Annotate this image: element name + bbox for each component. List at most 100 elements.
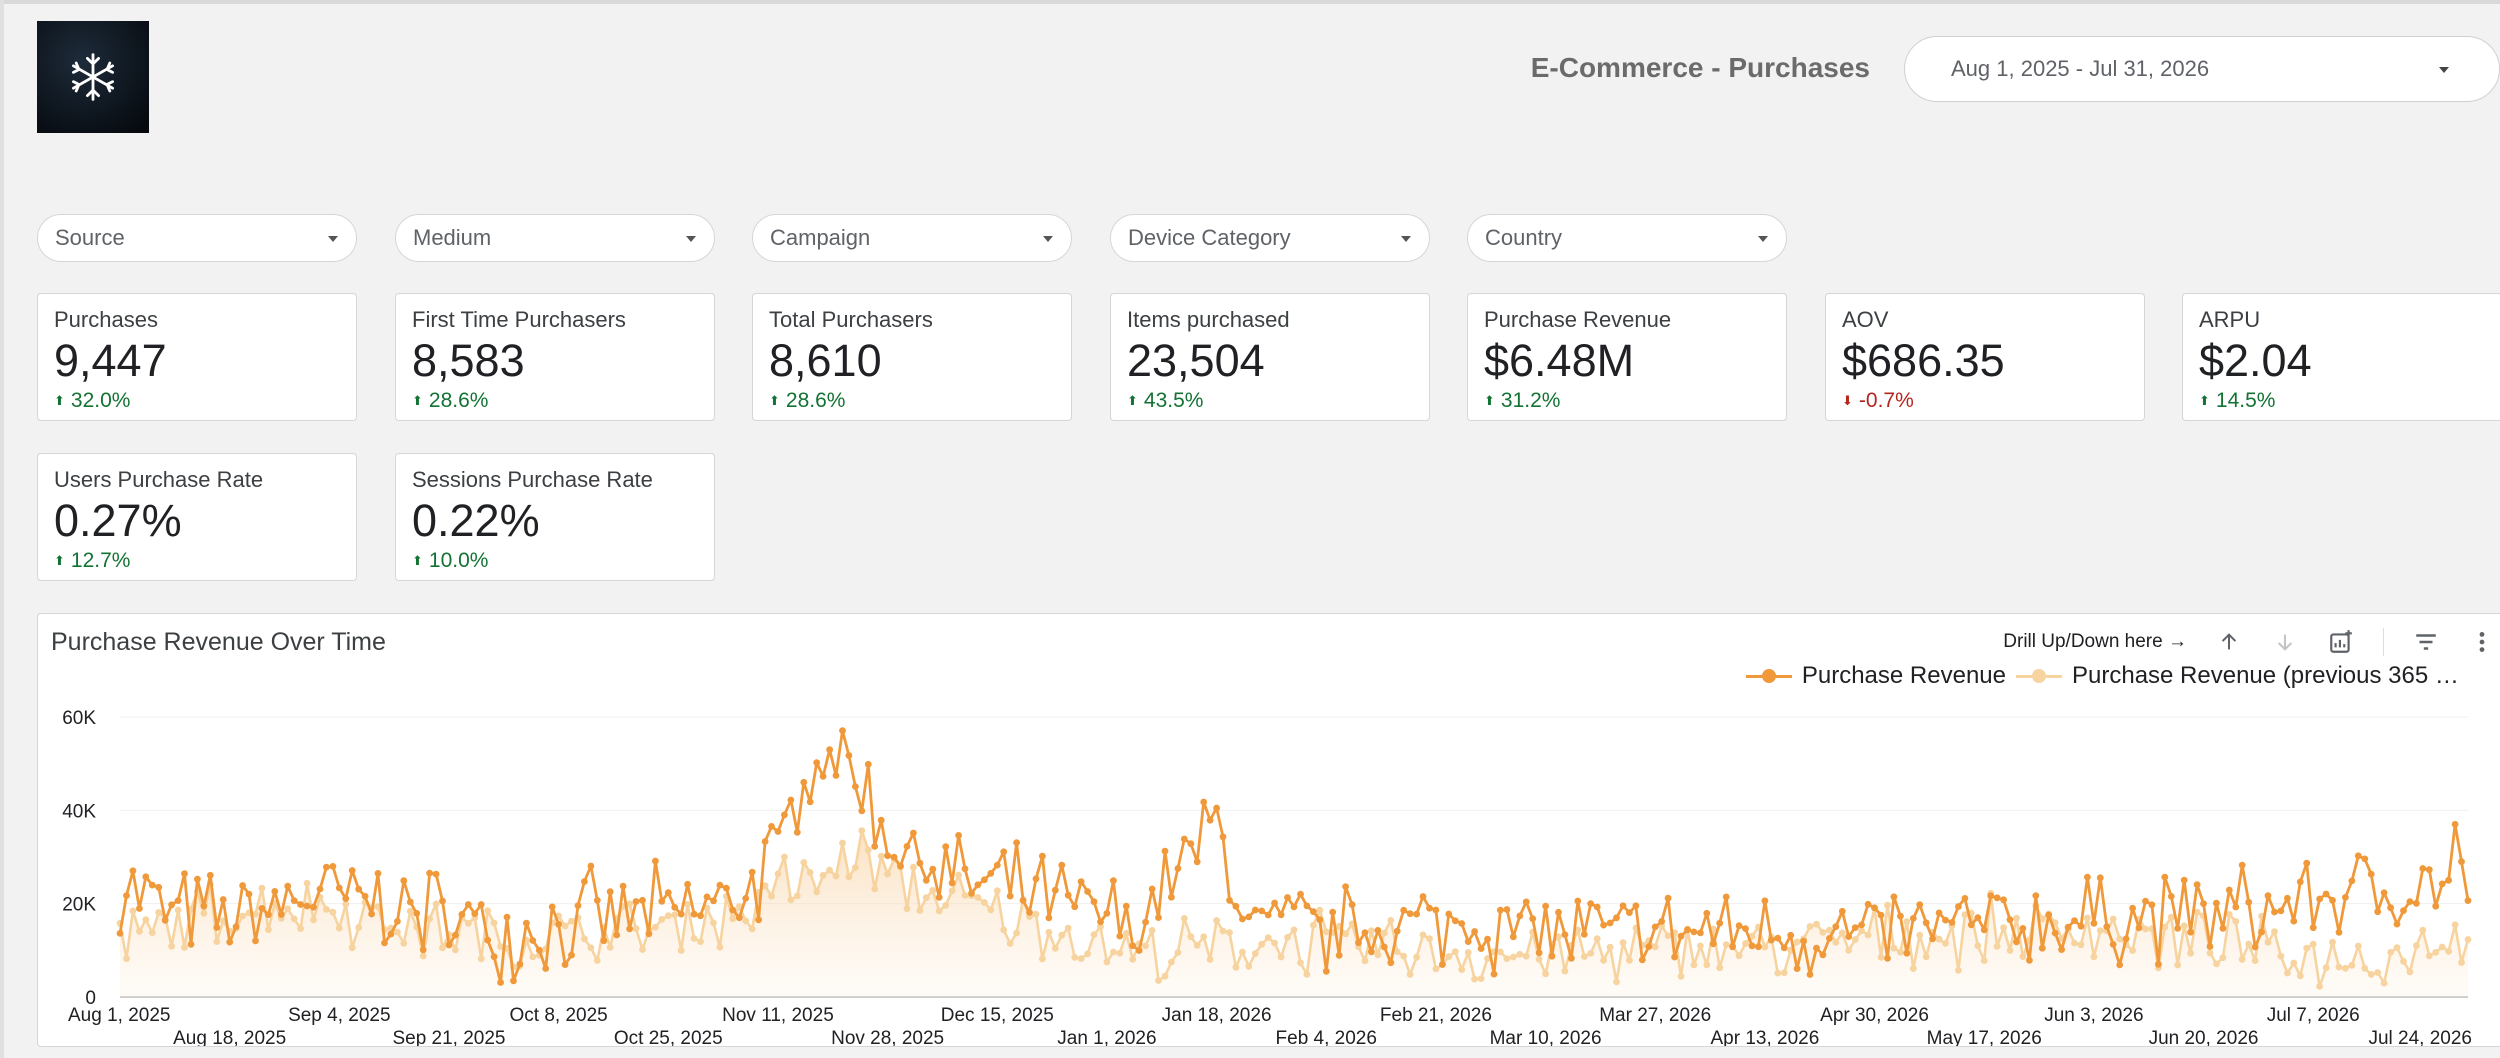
x-tick-label: Oct 25, 2025 [614,1028,723,1046]
filter-label: Campaign [770,225,871,250]
purchase-revenue-point [839,727,846,734]
purchase-revenue-point [1884,955,1891,962]
previous-revenue-point [993,887,1001,895]
purchase-revenue-point [2296,878,2304,886]
purchase-revenue-point [1245,913,1253,921]
previous-revenue-point [2303,944,2311,952]
previous-revenue-point [1180,915,1188,922]
x-tick-label: Mar 10, 2026 [1490,1028,1602,1046]
previous-revenue-point [1297,959,1304,967]
filter-icon[interactable] [2412,628,2440,656]
purchase-revenue-point [1058,861,1066,869]
previous-revenue-point [1703,961,1711,969]
previous-revenue-point [2445,947,2453,955]
legend-item-current[interactable]: Purchase Revenue [1745,662,2006,690]
kpi-sessions-purchase-rate: Sessions Purchase Rate 0.22% ⬆ 10.0% [395,453,715,581]
arrow-down-icon[interactable] [2271,628,2299,656]
previous-revenue-point [2322,964,2330,972]
purchase-revenue-point [271,888,279,895]
arrow-up-icon: ⬆ [54,553,65,568]
previous-revenue-point [174,906,182,914]
purchase-revenue-point [1006,892,1014,900]
previous-revenue-point [1200,933,1208,941]
purchase-revenue-point [348,867,356,874]
purchase-revenue-chart[interactable]: 0 20K 40K 60K Aug 1, 2025 Sep 4, 2025 Oct 8, 2… [38,614,2500,1046]
purchase-revenue-point [426,869,433,877]
date-range-picker[interactable]: Aug 1, 2025 - Jul 31, 2026 [1904,36,2500,102]
chart-settings-icon[interactable] [2327,628,2355,656]
previous-revenue-point [2006,947,2014,954]
previous-revenue-point [1445,953,1453,960]
arrow-up-icon: ⬆ [769,393,780,408]
purchase-revenue-point [1877,911,1885,919]
purchase-revenue-point [516,960,524,968]
purchase-revenue-point [2116,961,2124,969]
previous-revenue-point [639,946,646,953]
x-tick-label: Sep 4, 2025 [288,1005,390,1026]
purchase-revenue-point [903,843,911,850]
purchase-revenue-point [355,885,363,893]
purchase-revenue-point [716,881,724,889]
previous-revenue-point [987,906,995,914]
purchase-revenue-point [1580,931,1588,938]
country-filter[interactable]: Country [1467,214,1787,262]
purchase-revenue-point [1368,948,1375,956]
purchase-revenue-point [832,772,840,779]
more-vert-icon[interactable] [2468,628,2496,656]
previous-revenue-point [2419,926,2427,934]
purchase-revenue-point [187,940,195,948]
previous-revenue-point [155,909,163,916]
purchase-revenue-point [1258,907,1266,915]
kpi-first-time-purchasers: First Time Purchasers 8,583 ⬆ 28.6% [395,293,715,421]
campaign-filter[interactable]: Campaign [752,214,1072,262]
purchase-revenue-point [1200,798,1208,806]
previous-revenue-point [2342,964,2349,972]
chevron-down-icon [2439,67,2449,73]
arrow-up-icon[interactable] [2215,628,2243,656]
purchase-revenue-point [1335,952,1343,959]
source-filter[interactable]: Source [37,214,357,262]
purchase-revenue-point [1767,936,1775,944]
purchase-revenue-point [458,911,466,918]
previous-revenue-point [1664,932,1672,940]
purchase-revenue-point [2432,902,2440,910]
previous-revenue-point [142,916,150,924]
purchase-revenue-point [1587,900,1595,907]
purchase-revenue-point [2103,923,2111,930]
purchase-revenue-point [2135,924,2143,932]
previous-revenue-point [1851,936,1859,943]
previous-revenue-point [2245,940,2253,948]
previous-revenue-point [335,924,343,932]
previous-revenue-point [768,892,775,900]
kpi-label: First Time Purchasers [412,307,626,332]
purchase-revenue-point [2290,917,2298,925]
purchase-revenue-point [2425,866,2433,874]
x-tick-label: Jun 20, 2026 [2149,1028,2259,1046]
previous-revenue-point [2393,944,2401,951]
purchase-revenue-point [1045,914,1053,922]
previous-revenue-point [884,870,891,878]
previous-revenue-point [290,915,298,923]
previous-revenue-point [1806,923,1814,930]
previous-revenue-point [1916,931,1924,939]
filter-label: Source [55,225,125,250]
purchase-revenue-point [1967,921,1975,929]
previous-revenue-point [684,901,691,908]
legend-item-previous[interactable]: Purchase Revenue (previous 365 da... [2016,662,2468,690]
previous-revenue-point [813,888,821,896]
previous-revenue-point [826,866,833,874]
device-category-filter[interactable]: Device Category [1110,214,1430,262]
previous-revenue-point [426,915,433,923]
previous-revenue-point [1484,955,1491,962]
kpi-delta-value: 31.2% [1500,389,1561,412]
purchase-revenue-point [1838,907,1846,915]
previous-revenue-point [703,904,711,912]
purchase-revenue-point [490,953,498,961]
brand-logo [37,21,149,133]
kpi-value: $686.35 [1842,335,2005,386]
purchase-revenue-point [1955,903,1962,910]
purchase-revenue-point [2322,890,2330,898]
medium-filter[interactable]: Medium [395,214,715,262]
purchase-revenue-point [652,857,659,865]
kpi-delta: ⬆ 10.0% [412,549,698,573]
